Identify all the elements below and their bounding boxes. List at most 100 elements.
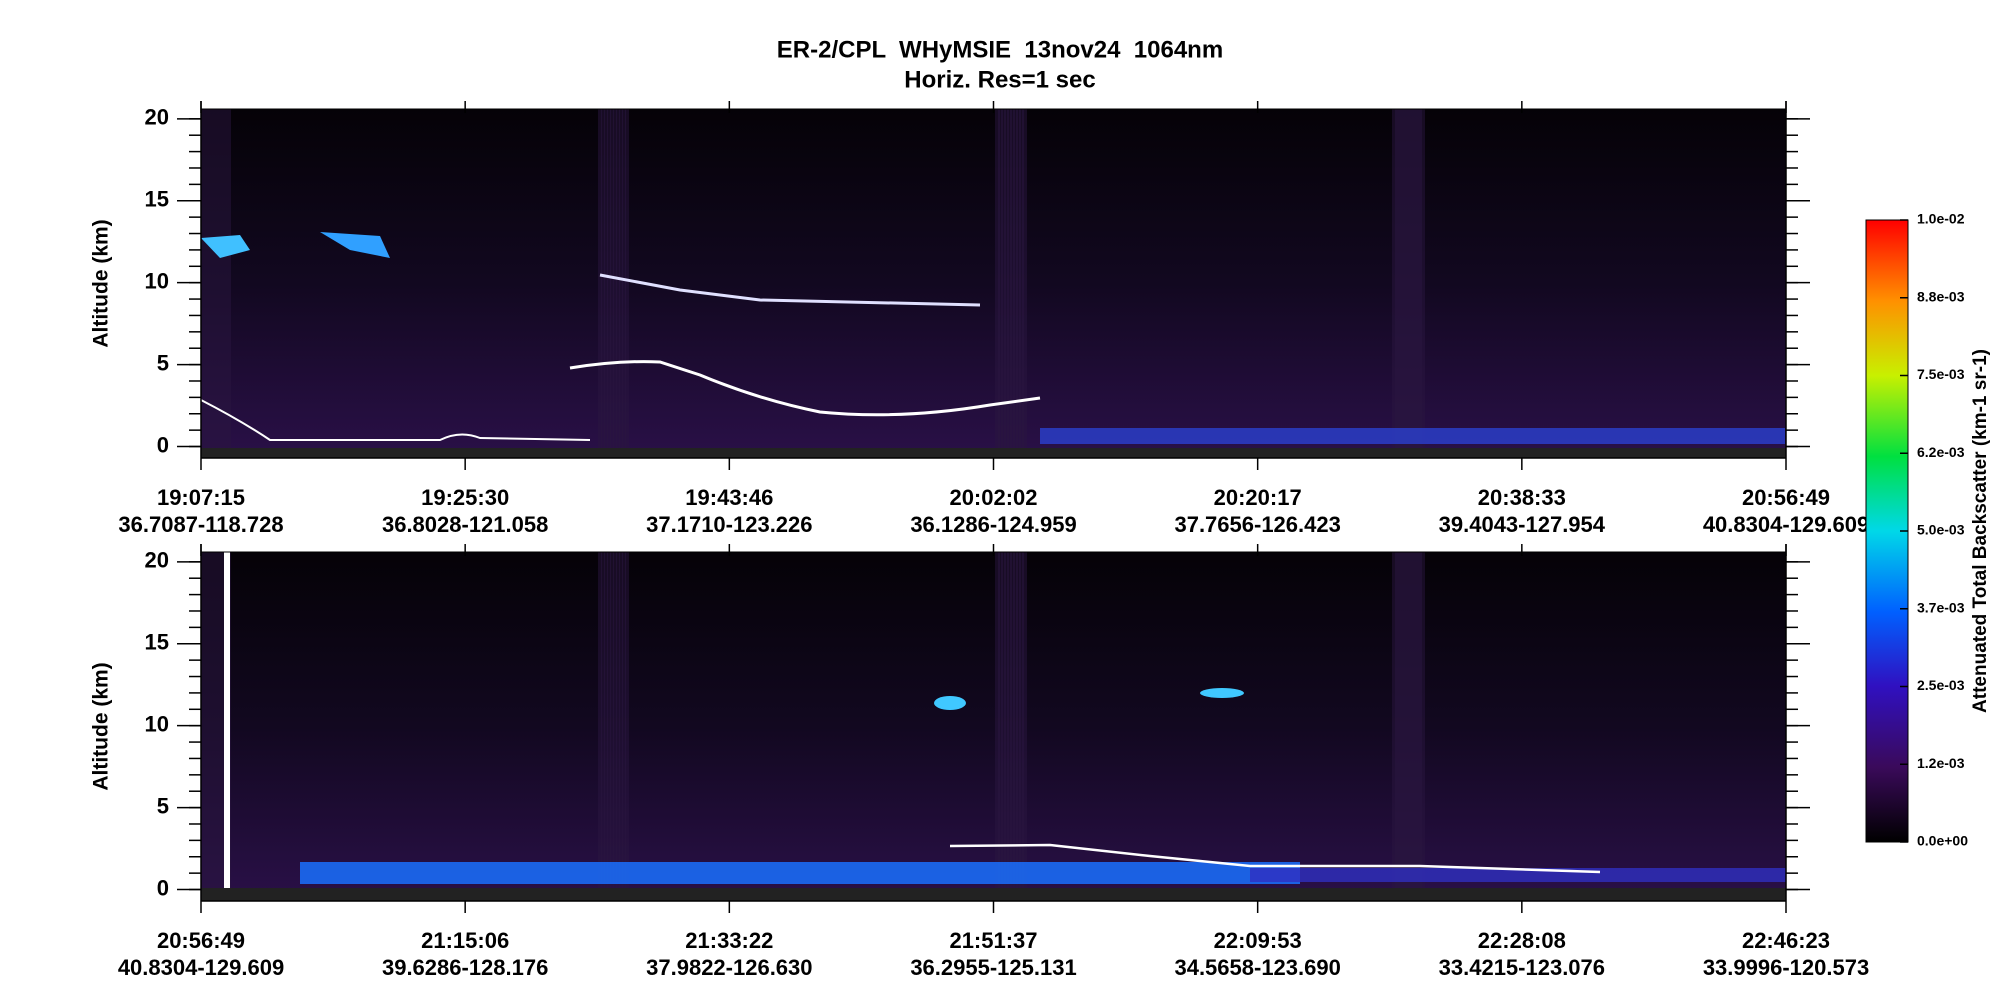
curtain-streak	[1419, 109, 1425, 458]
curtain-streak	[995, 552, 1000, 901]
x-tick-time: 19:25:30	[421, 485, 509, 510]
curtain-streak	[622, 552, 626, 901]
x-tick-time: 20:56:49	[1742, 485, 1830, 510]
y-tick-label: 0	[157, 875, 169, 900]
curtain-streak	[216, 552, 219, 901]
colorbar-tick-label: 2.5e-03	[1917, 677, 1965, 693]
x-tick-location: 39.4043-127.954	[1439, 512, 1606, 537]
curtain-streak	[1016, 109, 1021, 458]
curtain-streak	[613, 109, 617, 458]
cloud-patch	[934, 696, 966, 710]
cloud-patch	[320, 232, 390, 258]
curtain-streak	[207, 109, 210, 458]
low-cloud-layer	[300, 862, 1300, 884]
y-tick-label: 5	[157, 350, 169, 375]
curtain-streak	[1419, 552, 1425, 901]
colorbar-tick-label: 0.0e+00	[1917, 833, 1968, 849]
curtain-streak	[1010, 552, 1015, 901]
colorbar-tick-label: 3.7e-03	[1917, 599, 1965, 615]
x-tick-time: 21:51:37	[949, 928, 1037, 953]
x-tick-time: 20:38:33	[1478, 485, 1566, 510]
cloud-line	[200, 399, 591, 441]
x-tick-time: 20:56:49	[157, 928, 245, 953]
colorbar	[1865, 219, 1909, 843]
curtain-streak	[622, 109, 626, 458]
curtain-streak	[998, 109, 1003, 458]
curtain-streak	[213, 552, 216, 901]
y-tick-label: 5	[157, 793, 169, 818]
x-tick-location: 33.9996-120.573	[1703, 955, 1869, 980]
y-tick-label: 15	[145, 630, 169, 655]
colorbar-tick-label: 7.5e-03	[1917, 366, 1965, 382]
curtain-streak	[995, 109, 1000, 458]
colorbar-tick-label: 6.2e-03	[1917, 444, 1965, 460]
curtain-streak	[228, 109, 231, 458]
curtain-streak	[601, 552, 605, 901]
curtain-streak	[216, 109, 219, 458]
y-tick-label: 20	[145, 105, 169, 130]
low-cloud-layer	[1250, 868, 1786, 882]
curtain-streak	[1010, 109, 1015, 458]
curtain-streak	[207, 552, 210, 901]
curtain-streak	[607, 552, 611, 901]
x-tick-time: 19:07:15	[157, 485, 245, 510]
x-tick-location: 37.7656-126.423	[1174, 512, 1340, 537]
curtain-streak	[1001, 552, 1006, 901]
colorbar-tick-label: 1.2e-03	[1917, 755, 1965, 771]
curtain-streak	[210, 552, 213, 901]
y-axis-label: Altitude (km)	[90, 219, 113, 347]
y-tick-label: 10	[145, 268, 169, 293]
curtain-streak	[607, 109, 611, 458]
curtain-streak	[613, 552, 617, 901]
x-tick-location: 37.9822-126.630	[646, 955, 812, 980]
curtain-streak	[598, 109, 602, 458]
curtain-streak	[225, 109, 228, 458]
y-tick-label: 20	[145, 548, 169, 573]
x-tick-location: 36.8028-121.058	[382, 512, 548, 537]
curtain-streak	[1004, 109, 1009, 458]
data-gap	[224, 552, 230, 901]
x-tick-location: 37.1710-123.226	[646, 512, 812, 537]
panel: 0 5 10 15 20 Altitude (km) 20:56:4940.8304-129…	[90, 544, 1869, 980]
curtain-streak	[1022, 109, 1027, 458]
x-tick-time: 21:15:06	[421, 928, 509, 953]
y-tick-label: 10	[145, 711, 169, 736]
curtain-streak	[204, 552, 207, 901]
cloud-line	[599, 273, 981, 307]
curtain-streak	[219, 109, 222, 458]
x-tick-location: 36.2955-125.131	[910, 955, 1076, 980]
x-tick-time: 22:09:53	[1214, 928, 1302, 953]
curtain-streak	[1013, 109, 1018, 458]
x-tick-location: 34.5658-123.690	[1174, 955, 1340, 980]
ground	[201, 448, 1786, 458]
curtain-streak	[601, 109, 605, 458]
curtain-streak	[210, 109, 213, 458]
colorbar-tick-label: 8.8e-03	[1917, 288, 1965, 304]
x-tick-time: 20:20:17	[1214, 485, 1302, 510]
curtain-streak	[1019, 552, 1024, 901]
y-tick-label: 15	[145, 187, 169, 212]
x-tick-time: 21:33:22	[685, 928, 773, 953]
x-tick-location: 40.8304-129.609	[1703, 512, 1869, 537]
colorbar-tick-label: 5.0e-03	[1917, 522, 1965, 538]
y-axis-label: Altitude (km)	[90, 662, 113, 790]
cloud-line	[949, 843, 1601, 874]
curtain-streak	[604, 109, 608, 458]
x-tick-time: 22:28:08	[1478, 928, 1566, 953]
ground	[201, 888, 1786, 901]
curtain-streak	[1007, 109, 1012, 458]
panel: 0 5 10 15 20 Altitude (km) 19:07:1536.7087-118…	[90, 101, 1869, 537]
curtain-streak	[619, 552, 623, 901]
low-cloud-layer	[1040, 428, 1785, 444]
curtain-streak	[201, 109, 204, 458]
curtain-streak	[1013, 552, 1018, 901]
curtain-streak	[1016, 552, 1021, 901]
cloud-patch	[201, 235, 250, 258]
curtain-streak	[616, 552, 620, 901]
curtain-streak	[998, 552, 1003, 901]
curtain-streak	[610, 552, 614, 901]
subtitle: Horiz. Res=1 sec	[904, 66, 1095, 93]
x-tick-location: 40.8304-129.609	[118, 955, 284, 980]
x-tick-location: 33.4215-123.076	[1439, 955, 1605, 980]
cloud-patch	[1200, 688, 1244, 698]
